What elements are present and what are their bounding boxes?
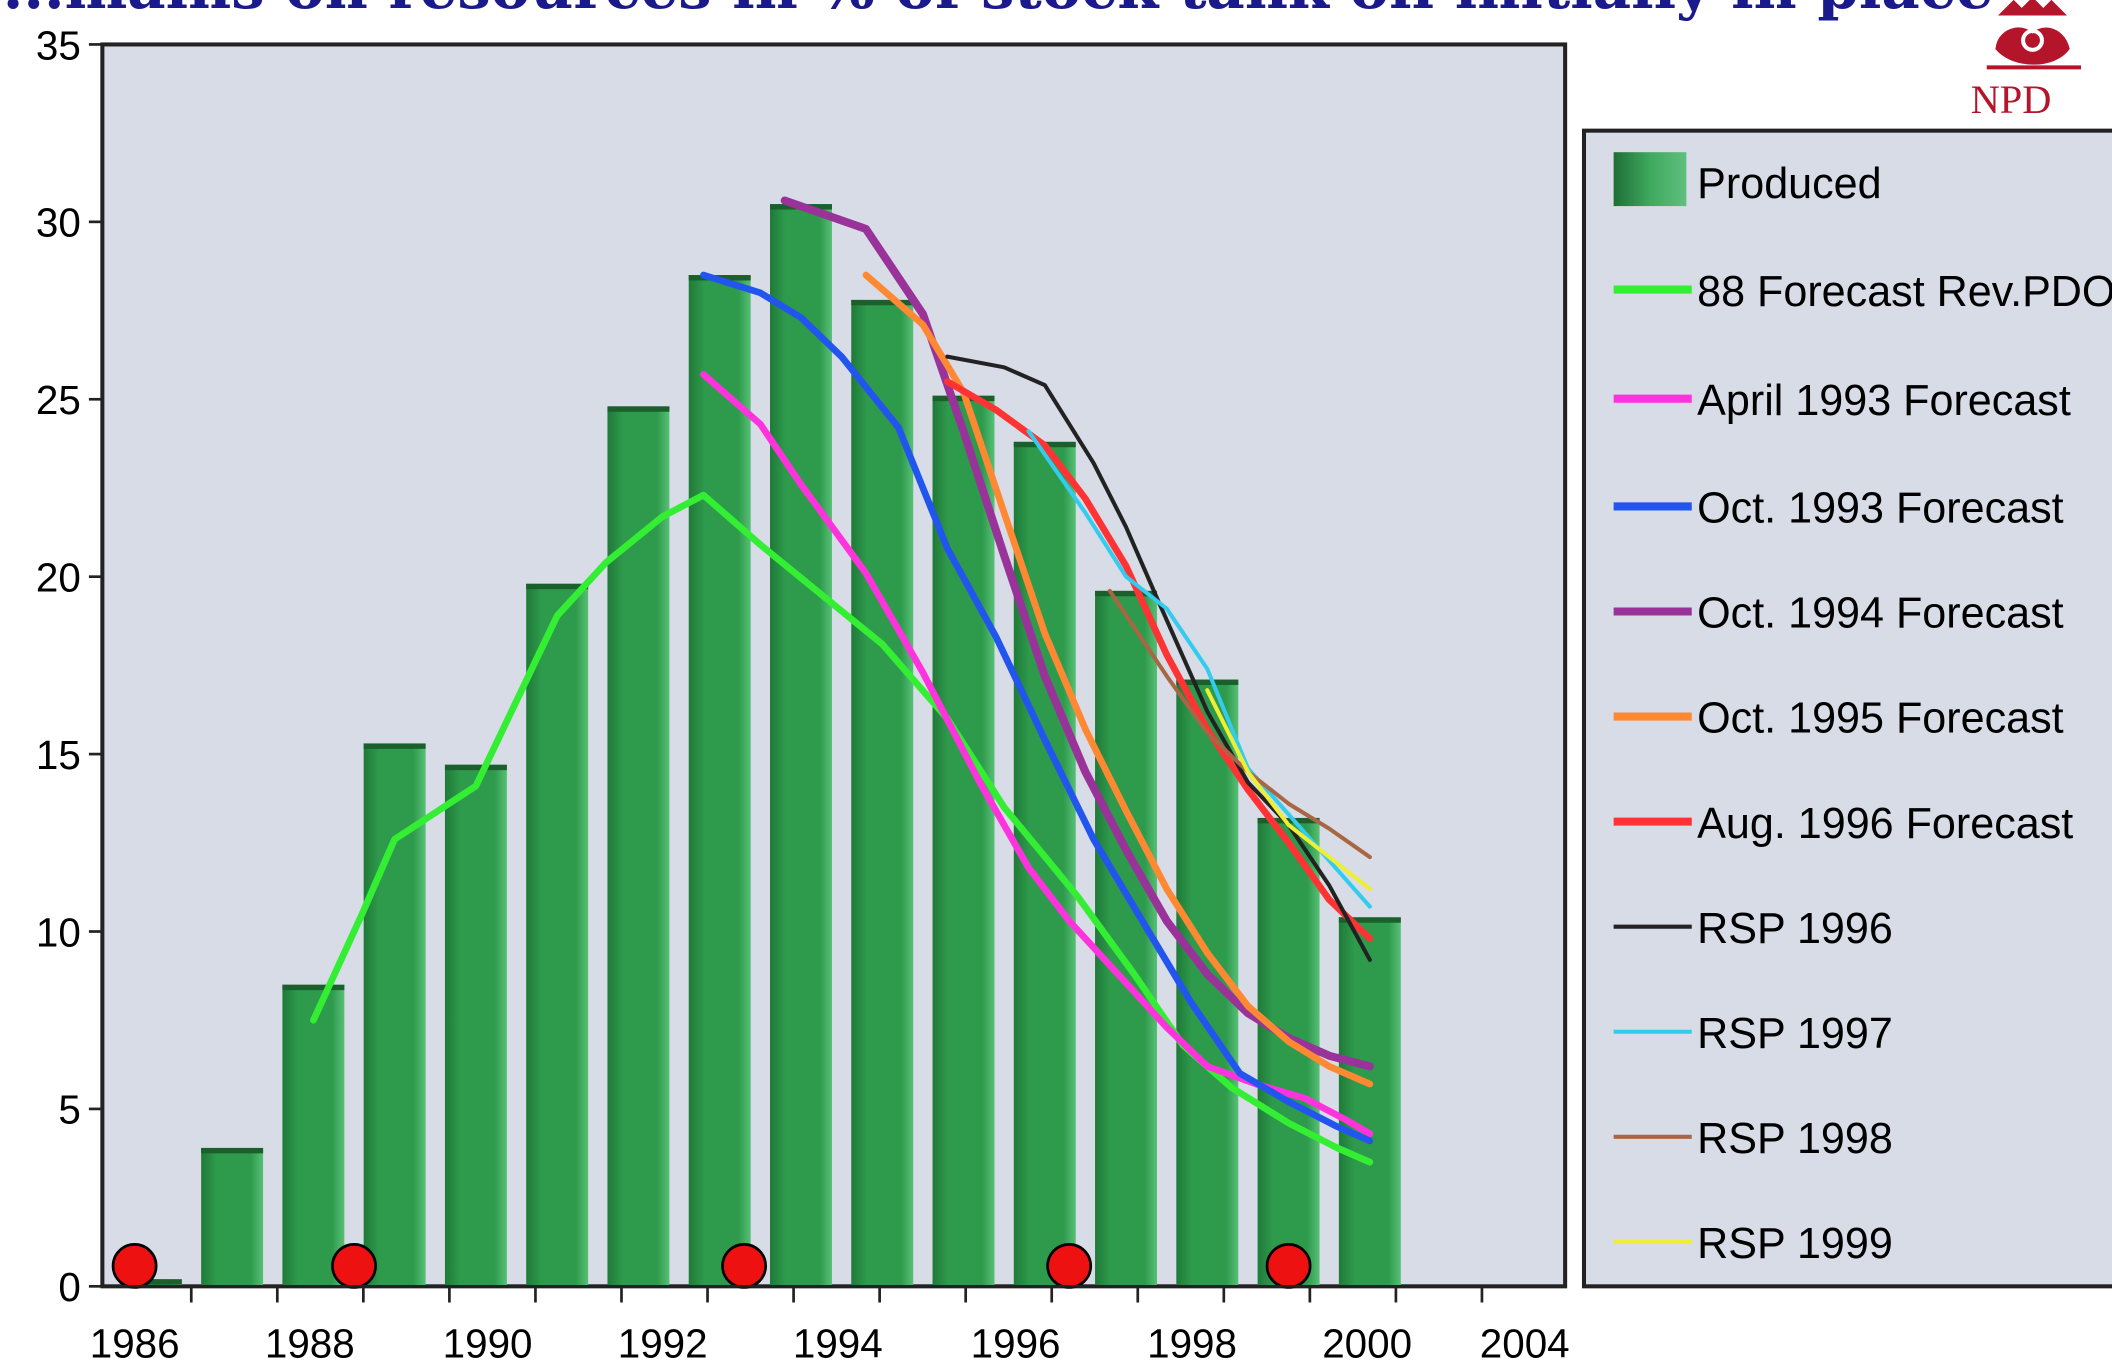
legend-label-9: RSP 1998 [1697, 1115, 1893, 1163]
legend-label-3: Oct. 1993 Forecast [1697, 485, 2063, 533]
x-tick-label: 1998 [1147, 1321, 1237, 1367]
marker-dot [331, 1242, 377, 1289]
legend-label-8: RSP 1997 [1697, 1010, 1893, 1058]
y-tick-label: 20 [36, 554, 81, 600]
legend-label-0: Produced [1697, 160, 1881, 208]
bar-1988 [282, 984, 345, 1287]
bar-1995 [851, 299, 914, 1287]
markers-group [111, 1242, 1312, 1289]
y-ticks-group: 0 5 10 15 20 25 30 35 [36, 22, 103, 1310]
legend-label-1: 88 Forecast Rev.PDO [1697, 268, 2112, 316]
bar-top-1990 [444, 764, 507, 771]
legend-swatch-produced [1613, 152, 1687, 207]
plot-area [100, 42, 1568, 1289]
bar-1990 [444, 764, 507, 1287]
page-title: ...mains on resources in % of stock tank… [3, 0, 1994, 22]
bar-top-2000 [1257, 817, 1320, 824]
series-line-9 [1205, 688, 1372, 892]
bar-top-1987 [201, 1147, 264, 1154]
x-tick-label: 1986 [90, 1321, 180, 1367]
bar-1991 [526, 583, 589, 1287]
bar-top-1989 [363, 743, 426, 749]
x-tick-label: 1992 [618, 1321, 708, 1367]
series-line-2 [700, 271, 1374, 1145]
legend-box [1581, 128, 2112, 1289]
x-tick-label: 1988 [265, 1321, 355, 1367]
legend-label-5: Oct. 1995 Forecast [1697, 695, 2063, 743]
bar-top-1992 [607, 406, 670, 412]
bar-1994 [770, 204, 832, 1287]
y-tick-label: 5 [58, 1087, 80, 1133]
legend: Produced 88 Forecast Rev.PDO April 1993 Fo… [1613, 152, 2112, 1268]
bar-top-1995 [851, 299, 914, 306]
bar-2001 [1338, 917, 1401, 1287]
marker-dot [111, 1242, 158, 1289]
bar-1993 [688, 275, 751, 1287]
y-tick-label: 15 [36, 732, 81, 778]
legend-label-6: Aug. 1996 Forecast [1697, 800, 2073, 848]
marker-dot [721, 1242, 767, 1289]
bar-top-1988 [282, 984, 345, 991]
marker-dot [1265, 1242, 1312, 1289]
x-tick-label: 1990 [443, 1321, 533, 1367]
logo-text: NPD [1971, 77, 2052, 122]
crown-icon [1986, 0, 2082, 70]
legend-label-7: RSP 1996 [1697, 905, 1893, 953]
x-ticks-group: 1986 1988 1990 1992 1994 1996 1998 2000 2004 [90, 1286, 1570, 1367]
bar-top-2001 [1338, 917, 1401, 923]
bar-top-1999 [1176, 679, 1239, 685]
bar-1987 [201, 1147, 264, 1287]
bar-1989 [363, 743, 426, 1287]
x-tick-label: 2004 [1480, 1321, 1570, 1367]
y-tick-label: 0 [58, 1264, 80, 1310]
legend-label-10: RSP 1999 [1697, 1220, 1893, 1268]
npd-logo: NPD [1971, 0, 2082, 122]
x-tick-label: 1994 [793, 1321, 883, 1367]
series-line-1 [700, 371, 1374, 1138]
x-tick-label: 1996 [971, 1321, 1061, 1367]
legend-label-2: April 1993 Forecast [1697, 377, 2071, 425]
legend-label-4: Oct. 1994 Forecast [1697, 590, 2063, 638]
marker-dot [1046, 1242, 1093, 1289]
y-tick-label: 35 [36, 22, 81, 68]
bar-top-1991 [526, 583, 589, 590]
y-tick-label: 25 [36, 377, 81, 423]
y-tick-label: 10 [36, 909, 81, 955]
bar-top-1998 [1095, 590, 1158, 597]
y-tick-label: 30 [36, 200, 81, 246]
lines-group [310, 196, 1374, 1166]
x-tick-label: 2000 [1322, 1321, 1412, 1367]
